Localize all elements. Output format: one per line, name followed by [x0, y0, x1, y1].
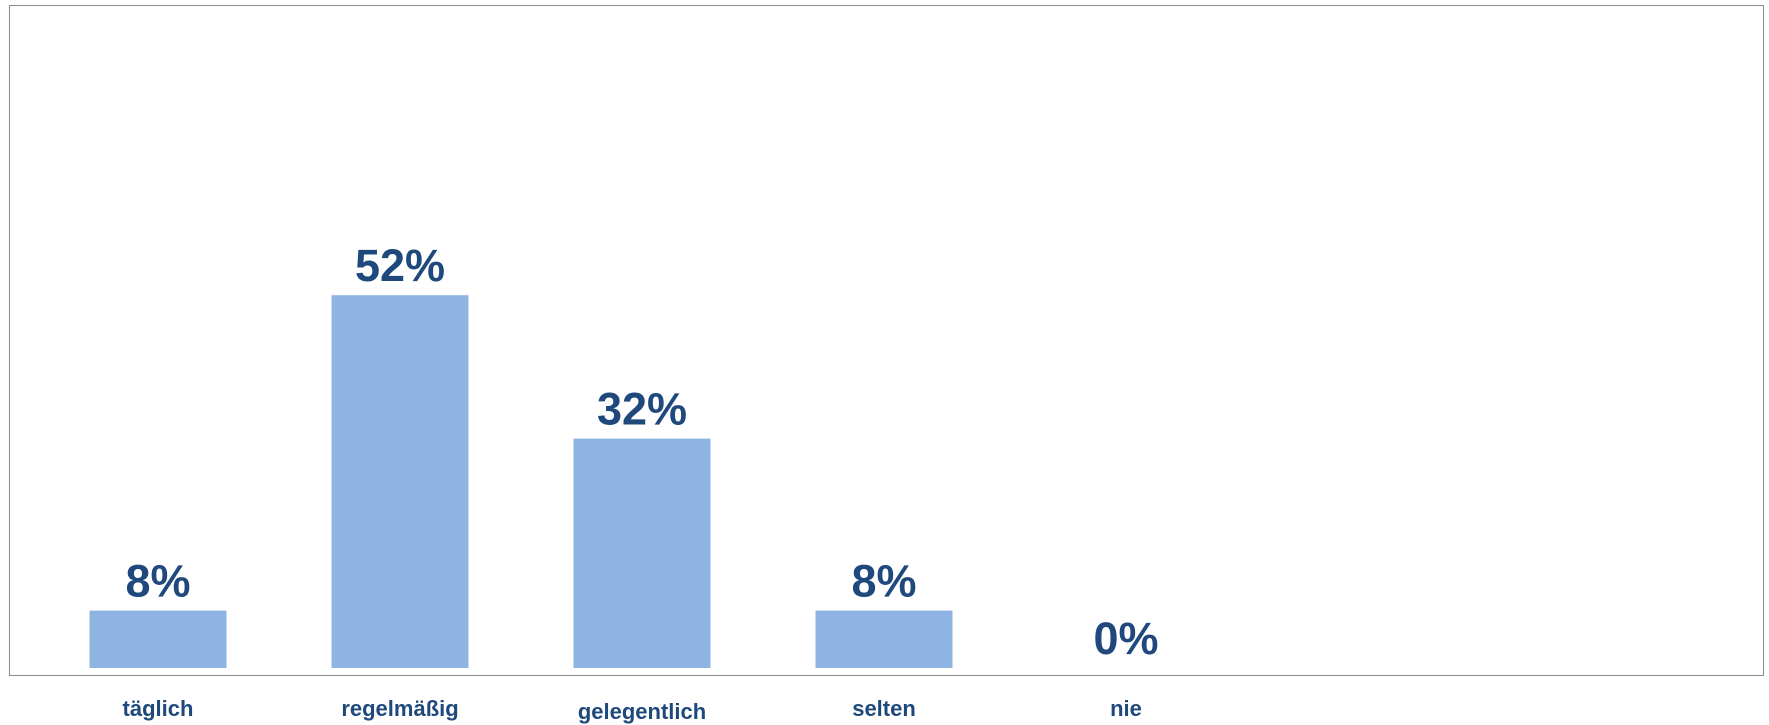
category-label-nie: nie	[1110, 696, 1142, 721]
value-labels-layer: 8% 52% 32% 8% 0%	[125, 240, 1158, 664]
category-label-selten: selten	[852, 696, 916, 721]
category-labels-layer: täglich regelmäßig gelegentlich selten nie	[123, 696, 1142, 724]
value-label-gelegentlich: 32%	[597, 384, 687, 435]
value-label-nie: 0%	[1093, 613, 1158, 664]
bar-selten	[815, 610, 953, 668]
bar-gelegentlich	[573, 438, 711, 668]
value-label-regelmaessig: 52%	[355, 240, 445, 291]
value-label-taeglich: 8%	[125, 556, 190, 607]
category-label-gelegentlich: gelegentlich	[578, 699, 706, 724]
category-label-taeglich: täglich	[123, 696, 194, 721]
bar-regelmaessig	[331, 295, 469, 668]
value-label-selten: 8%	[851, 556, 916, 607]
chart-frame	[9, 5, 1764, 676]
bars-layer	[89, 295, 953, 668]
category-label-regelmaessig: regelmäßig	[341, 696, 458, 721]
bar-taeglich	[89, 610, 227, 668]
